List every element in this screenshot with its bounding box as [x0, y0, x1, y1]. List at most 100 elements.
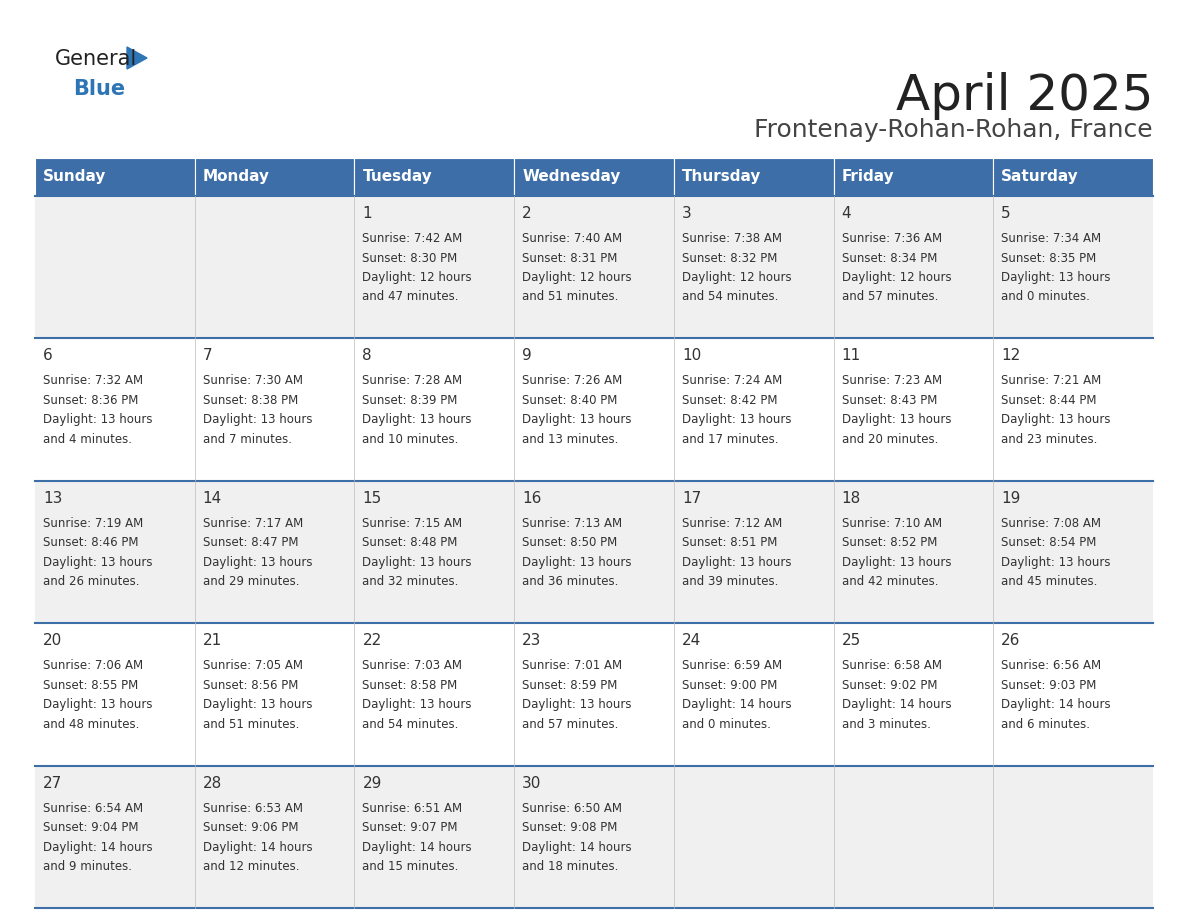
- Text: Sunrise: 7:26 AM: Sunrise: 7:26 AM: [523, 375, 623, 387]
- Text: Sunset: 9:06 PM: Sunset: 9:06 PM: [203, 821, 298, 834]
- Text: 10: 10: [682, 349, 701, 364]
- Text: Sunrise: 7:21 AM: Sunrise: 7:21 AM: [1001, 375, 1101, 387]
- Text: Sunrise: 6:59 AM: Sunrise: 6:59 AM: [682, 659, 782, 672]
- Text: 4: 4: [841, 206, 851, 221]
- FancyBboxPatch shape: [34, 481, 1154, 623]
- Text: and 36 minutes.: and 36 minutes.: [523, 576, 619, 588]
- Text: Daylight: 12 hours: Daylight: 12 hours: [682, 271, 791, 284]
- FancyBboxPatch shape: [34, 623, 1154, 766]
- Text: Sunset: 8:42 PM: Sunset: 8:42 PM: [682, 394, 777, 407]
- Text: Sunrise: 7:24 AM: Sunrise: 7:24 AM: [682, 375, 782, 387]
- Text: and 29 minutes.: and 29 minutes.: [203, 576, 299, 588]
- Text: Sunrise: 7:30 AM: Sunrise: 7:30 AM: [203, 375, 303, 387]
- Text: 30: 30: [523, 776, 542, 790]
- Text: Sunrise: 7:15 AM: Sunrise: 7:15 AM: [362, 517, 462, 530]
- Text: and 23 minutes.: and 23 minutes.: [1001, 433, 1098, 446]
- Text: Daylight: 13 hours: Daylight: 13 hours: [362, 699, 472, 711]
- Text: Sunset: 8:30 PM: Sunset: 8:30 PM: [362, 252, 457, 264]
- Text: Sunrise: 7:05 AM: Sunrise: 7:05 AM: [203, 659, 303, 672]
- Text: Sunset: 9:03 PM: Sunset: 9:03 PM: [1001, 678, 1097, 691]
- Text: and 18 minutes.: and 18 minutes.: [523, 860, 619, 873]
- Text: and 4 minutes.: and 4 minutes.: [43, 433, 132, 446]
- Text: 18: 18: [841, 491, 861, 506]
- Text: 25: 25: [841, 633, 861, 648]
- Text: and 51 minutes.: and 51 minutes.: [523, 290, 619, 304]
- Text: and 54 minutes.: and 54 minutes.: [362, 718, 459, 731]
- Text: Daylight: 13 hours: Daylight: 13 hours: [1001, 271, 1111, 284]
- Text: Saturday: Saturday: [1001, 170, 1079, 185]
- Text: 15: 15: [362, 491, 381, 506]
- Text: Daylight: 13 hours: Daylight: 13 hours: [43, 699, 152, 711]
- Text: 17: 17: [682, 491, 701, 506]
- Text: and 0 minutes.: and 0 minutes.: [1001, 290, 1091, 304]
- Text: Sunrise: 7:23 AM: Sunrise: 7:23 AM: [841, 375, 942, 387]
- Text: and 17 minutes.: and 17 minutes.: [682, 433, 778, 446]
- Text: Sunrise: 6:51 AM: Sunrise: 6:51 AM: [362, 801, 462, 814]
- Text: Sunrise: 7:12 AM: Sunrise: 7:12 AM: [682, 517, 782, 530]
- Text: Daylight: 13 hours: Daylight: 13 hours: [841, 555, 952, 569]
- Text: Sunset: 8:39 PM: Sunset: 8:39 PM: [362, 394, 457, 407]
- Text: and 39 minutes.: and 39 minutes.: [682, 576, 778, 588]
- FancyBboxPatch shape: [354, 158, 514, 196]
- Text: Sunset: 8:54 PM: Sunset: 8:54 PM: [1001, 536, 1097, 549]
- Text: 28: 28: [203, 776, 222, 790]
- FancyBboxPatch shape: [34, 158, 195, 196]
- Text: and 54 minutes.: and 54 minutes.: [682, 290, 778, 304]
- Text: Sunset: 8:36 PM: Sunset: 8:36 PM: [43, 394, 138, 407]
- Text: Sunrise: 7:01 AM: Sunrise: 7:01 AM: [523, 659, 623, 672]
- Text: Sunrise: 6:53 AM: Sunrise: 6:53 AM: [203, 801, 303, 814]
- Text: 14: 14: [203, 491, 222, 506]
- Text: and 3 minutes.: and 3 minutes.: [841, 718, 930, 731]
- Text: 23: 23: [523, 633, 542, 648]
- Text: Sunrise: 7:28 AM: Sunrise: 7:28 AM: [362, 375, 462, 387]
- Text: Blue: Blue: [72, 79, 125, 99]
- Text: Sunset: 9:04 PM: Sunset: 9:04 PM: [43, 821, 139, 834]
- Text: and 9 minutes.: and 9 minutes.: [43, 860, 132, 873]
- Text: and 42 minutes.: and 42 minutes.: [841, 576, 939, 588]
- Text: Daylight: 14 hours: Daylight: 14 hours: [841, 699, 952, 711]
- Text: 5: 5: [1001, 206, 1011, 221]
- Text: and 13 minutes.: and 13 minutes.: [523, 433, 619, 446]
- Text: Wednesday: Wednesday: [523, 170, 620, 185]
- Text: 19: 19: [1001, 491, 1020, 506]
- Text: Daylight: 14 hours: Daylight: 14 hours: [682, 699, 791, 711]
- Text: Sunrise: 7:10 AM: Sunrise: 7:10 AM: [841, 517, 942, 530]
- Text: and 48 minutes.: and 48 minutes.: [43, 718, 139, 731]
- Text: Daylight: 13 hours: Daylight: 13 hours: [1001, 413, 1111, 426]
- Text: Sunday: Sunday: [43, 170, 107, 185]
- Text: Sunset: 8:56 PM: Sunset: 8:56 PM: [203, 678, 298, 691]
- Text: and 20 minutes.: and 20 minutes.: [841, 433, 939, 446]
- Text: Sunset: 8:31 PM: Sunset: 8:31 PM: [523, 252, 618, 264]
- FancyBboxPatch shape: [34, 339, 1154, 481]
- Text: 6: 6: [43, 349, 52, 364]
- Text: 27: 27: [43, 776, 62, 790]
- Text: Sunset: 8:47 PM: Sunset: 8:47 PM: [203, 536, 298, 549]
- Text: 29: 29: [362, 776, 381, 790]
- FancyBboxPatch shape: [34, 766, 1154, 908]
- Text: Sunset: 8:46 PM: Sunset: 8:46 PM: [43, 536, 139, 549]
- Text: Sunrise: 7:17 AM: Sunrise: 7:17 AM: [203, 517, 303, 530]
- Text: Sunset: 8:52 PM: Sunset: 8:52 PM: [841, 536, 937, 549]
- Text: Sunrise: 7:32 AM: Sunrise: 7:32 AM: [43, 375, 143, 387]
- Text: Daylight: 13 hours: Daylight: 13 hours: [203, 699, 312, 711]
- Text: Daylight: 14 hours: Daylight: 14 hours: [43, 841, 152, 854]
- Text: Sunrise: 7:13 AM: Sunrise: 7:13 AM: [523, 517, 623, 530]
- Text: Sunset: 8:48 PM: Sunset: 8:48 PM: [362, 536, 457, 549]
- Text: Sunrise: 7:36 AM: Sunrise: 7:36 AM: [841, 232, 942, 245]
- FancyBboxPatch shape: [514, 158, 674, 196]
- Text: Daylight: 13 hours: Daylight: 13 hours: [682, 555, 791, 569]
- Text: Sunset: 9:02 PM: Sunset: 9:02 PM: [841, 678, 937, 691]
- Text: April 2025: April 2025: [896, 72, 1154, 120]
- Text: Daylight: 14 hours: Daylight: 14 hours: [523, 841, 632, 854]
- FancyBboxPatch shape: [674, 158, 834, 196]
- Text: Sunrise: 6:50 AM: Sunrise: 6:50 AM: [523, 801, 623, 814]
- Text: Sunset: 8:59 PM: Sunset: 8:59 PM: [523, 678, 618, 691]
- Text: Daylight: 13 hours: Daylight: 13 hours: [682, 413, 791, 426]
- Text: Sunset: 8:58 PM: Sunset: 8:58 PM: [362, 678, 457, 691]
- Text: and 7 minutes.: and 7 minutes.: [203, 433, 292, 446]
- Text: Monday: Monday: [203, 170, 270, 185]
- Text: and 0 minutes.: and 0 minutes.: [682, 718, 771, 731]
- Text: and 32 minutes.: and 32 minutes.: [362, 576, 459, 588]
- Text: and 26 minutes.: and 26 minutes.: [43, 576, 139, 588]
- Text: Daylight: 13 hours: Daylight: 13 hours: [43, 413, 152, 426]
